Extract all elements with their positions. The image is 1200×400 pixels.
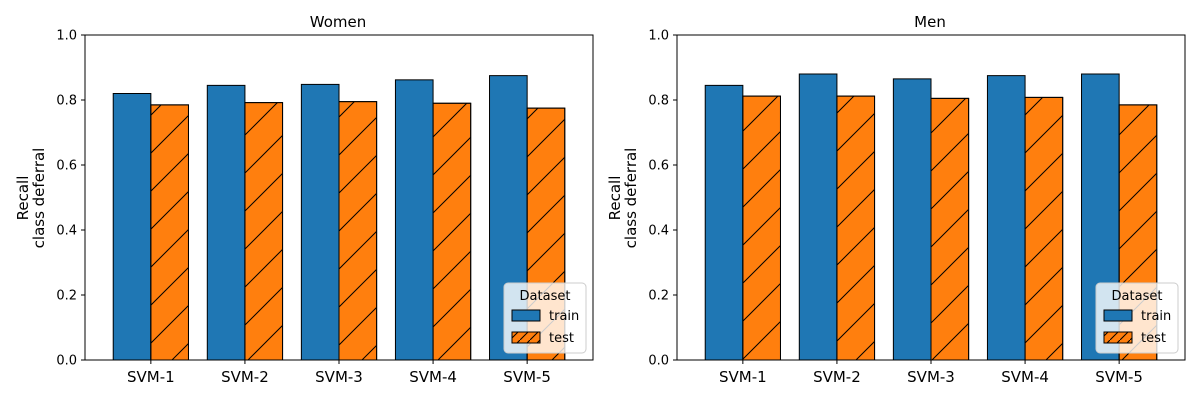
y-tick-label: 0.8 bbox=[648, 94, 669, 109]
x-tick-label: SVM-1 bbox=[719, 368, 767, 386]
legend-label-train: train bbox=[549, 309, 579, 324]
y-tick-label: 0.2 bbox=[56, 289, 77, 304]
bar-hatch-test-svm-2 bbox=[836, 95, 876, 361]
bar-train-svm-4 bbox=[986, 75, 1026, 361]
y-tick-label: 0.4 bbox=[648, 224, 669, 239]
bar-hatch-test-svm-4 bbox=[432, 102, 472, 361]
bar-hatch-test-svm-2 bbox=[244, 102, 284, 361]
legend-label-test: test bbox=[1141, 331, 1166, 346]
y-tick-label: 1.0 bbox=[56, 29, 77, 44]
x-tick-label: SVM-1 bbox=[127, 368, 175, 386]
x-tick-label: SVM-4 bbox=[409, 368, 457, 386]
bar-hatch-test-svm-4 bbox=[1024, 96, 1064, 361]
chart-title: Women bbox=[310, 13, 366, 31]
y-tick-label: 0.4 bbox=[56, 224, 77, 239]
legend-swatch-train bbox=[1103, 309, 1133, 322]
axes-frame bbox=[84, 34, 594, 361]
x-tick-label: SVM-2 bbox=[221, 368, 269, 386]
y-tick-label: 0.0 bbox=[648, 354, 669, 369]
bar-train-svm-3 bbox=[300, 83, 340, 361]
plot-area: SVM-1 SVM-2 SVM-3 SVM-4 SVM-5 0.0 0.2 0.4 0.6 0.8… bbox=[648, 29, 1186, 386]
bar-train-svm-1 bbox=[112, 93, 152, 361]
legend-swatch-train bbox=[511, 309, 541, 322]
legend-swatch-hatch-test bbox=[511, 331, 541, 344]
bar-hatch-test-svm-3 bbox=[338, 101, 378, 361]
plot-area: SVM-1 SVM-2 SVM-3 SVM-4 SVM-5 0.0 0.2 0.4 0.6 0.8… bbox=[56, 29, 594, 386]
legend-label-train: train bbox=[1141, 309, 1171, 324]
y-tick-label: 0.2 bbox=[648, 289, 669, 304]
chart-men: Men Recall class deferral SVM-1 SVM-2 SVM-… bbox=[606, 13, 1186, 386]
y-tick-label: 0.6 bbox=[56, 159, 77, 174]
y-axis-label-line2: class deferral bbox=[30, 148, 48, 249]
x-tick-label: SVM-3 bbox=[315, 368, 363, 386]
bar-hatch-test-svm-3 bbox=[930, 97, 970, 361]
legend-title: Dataset bbox=[1112, 289, 1163, 304]
axes-frame bbox=[676, 34, 1186, 361]
legend-label-test: test bbox=[549, 331, 574, 346]
legend: Dataset train test bbox=[503, 282, 587, 354]
x-tick-label: SVM-2 bbox=[813, 368, 861, 386]
x-tick-label: SVM-4 bbox=[1001, 368, 1049, 386]
bar-train-svm-3 bbox=[892, 78, 932, 361]
chart-title: Men bbox=[914, 13, 946, 31]
x-tick-label: SVM-5 bbox=[503, 368, 551, 386]
x-tick-label: SVM-5 bbox=[1095, 368, 1143, 386]
y-axis-label-line1: Recall bbox=[14, 176, 32, 221]
y-axis-label-line2: class deferral bbox=[622, 148, 640, 249]
legend-swatch-hatch-test bbox=[1103, 331, 1133, 344]
bar-hatch-test-svm-1 bbox=[742, 95, 781, 361]
y-tick-label: 0.6 bbox=[648, 159, 669, 174]
y-tick-label: 0.0 bbox=[56, 354, 77, 369]
chart-women: Women Recall class deferral SVM-1 SVM-2 SV… bbox=[14, 13, 594, 386]
bar-train-svm-2 bbox=[798, 73, 838, 361]
legend: Dataset train test bbox=[1095, 282, 1179, 354]
x-tick-label: SVM-3 bbox=[907, 368, 955, 386]
legend-title: Dataset bbox=[520, 289, 571, 304]
y-axis-label-line1: Recall bbox=[606, 176, 624, 221]
y-tick-label: 0.8 bbox=[56, 94, 77, 109]
bar-train-svm-1 bbox=[704, 84, 744, 361]
bar-train-svm-2 bbox=[206, 84, 246, 361]
bar-train-svm-4 bbox=[394, 79, 434, 361]
y-tick-label: 1.0 bbox=[648, 29, 669, 44]
bar-hatch-test-svm-1 bbox=[150, 104, 189, 361]
